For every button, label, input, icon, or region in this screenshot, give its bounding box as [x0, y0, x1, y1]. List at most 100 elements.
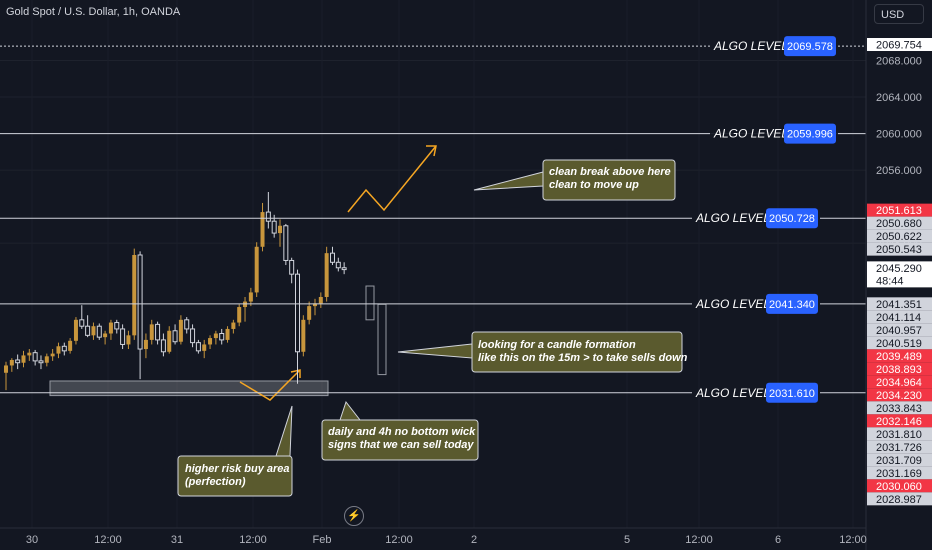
- candle-body: [324, 253, 329, 297]
- price-label-bg: [867, 261, 932, 288]
- candle-body: [103, 333, 108, 338]
- price-label-bg: [867, 388, 932, 402]
- candle-body: [295, 273, 300, 353]
- candle-body: [4, 365, 8, 373]
- price-label-bg: [867, 401, 932, 415]
- time-tick-label: 12:00: [239, 534, 267, 546]
- price-label: 2030.060: [876, 481, 922, 493]
- candle-body: [56, 346, 61, 354]
- drawings: [49, 145, 437, 401]
- algo-level-badge: [766, 293, 818, 314]
- price-label: 2033.843: [876, 403, 922, 415]
- price-label-bg: [867, 375, 932, 389]
- candle-body: [114, 322, 120, 330]
- algo-level-value: 2059.996: [787, 129, 833, 141]
- projected-candle: [377, 303, 387, 376]
- price-label: 2041.114: [876, 312, 921, 324]
- price-label-bg: [867, 323, 932, 337]
- price-label-bg: [867, 203, 932, 217]
- candle-body: [155, 323, 161, 341]
- price-label-bg: [867, 349, 932, 363]
- price-tick-label: 2056.000: [876, 165, 922, 177]
- candle-body: [289, 259, 295, 275]
- price-tick-label: 2064.000: [876, 92, 922, 104]
- price-label-bg: [867, 492, 932, 506]
- price-label: 2034.230: [876, 390, 922, 402]
- price-label-bg: [867, 440, 932, 454]
- candle-body: [260, 212, 265, 247]
- note-higher-risk: higher risk buy area (perfection): [185, 463, 290, 488]
- callout-candle-formation-tail: [397, 343, 473, 359]
- candles: [4, 191, 347, 391]
- candle-body: [208, 338, 213, 345]
- candle-body: [132, 254, 137, 336]
- algo-level-value: 2031.610: [769, 388, 815, 400]
- algo-level-label: ALGO LEVEL: [695, 297, 770, 311]
- price-label: 2050.622: [876, 231, 922, 243]
- price-label: 2031.709: [876, 455, 922, 467]
- candle-body: [96, 325, 102, 338]
- candle-body: [160, 339, 166, 353]
- callout-daily-4h: [321, 419, 479, 461]
- candle-body: [278, 225, 283, 234]
- candle-body: [91, 326, 96, 336]
- candle-body: [254, 246, 259, 293]
- price-label: 2032.146: [876, 416, 922, 428]
- note-candle-formation: looking for a candle formation like this…: [478, 339, 688, 364]
- price-label: 2051.613: [876, 205, 922, 217]
- candle-body: [32, 352, 38, 362]
- price-label: 2038.893: [876, 364, 922, 376]
- time-tick-label: 12:00: [94, 534, 122, 546]
- time-tick-label: 6: [775, 534, 781, 546]
- buy-arrow: [239, 369, 301, 401]
- candle-body: [172, 330, 178, 343]
- candle-body: [271, 220, 277, 234]
- candle-body: [15, 359, 21, 364]
- candle-body: [312, 303, 317, 307]
- candle-body: [202, 344, 207, 351]
- price-label-bg: [867, 242, 932, 256]
- candle-body: [149, 324, 154, 340]
- price-label-bg: [867, 414, 932, 428]
- candle-body: [341, 267, 347, 271]
- algo-level-value: 2041.340: [769, 299, 815, 311]
- candle-body: [283, 225, 289, 261]
- callout-daily-4h-tail: [339, 400, 362, 421]
- algo-level-badge: [784, 123, 836, 144]
- algo-level-label: ALGO LEVEL: [713, 127, 788, 141]
- price-label: 2028.987: [876, 494, 922, 506]
- price-label: 2034.964: [876, 377, 922, 389]
- price-label-bg: [867, 229, 932, 243]
- price-label: 2031.726: [876, 442, 922, 454]
- price-label-bg: [867, 453, 932, 467]
- buy-zone: [49, 380, 329, 397]
- time-tick-label: 30: [26, 534, 38, 546]
- algo-level-value: 2050.728: [769, 213, 815, 225]
- flash-icon[interactable]: ⚡: [344, 506, 364, 526]
- callout-higher-risk-tail: [275, 405, 293, 457]
- candle-body: [27, 352, 32, 356]
- algo-level-value: 2069.578: [787, 41, 833, 53]
- algo-level-badge: [766, 208, 818, 229]
- algo-level-badge: [766, 382, 818, 403]
- candle-body: [79, 319, 85, 327]
- price-label-bg: [867, 310, 932, 324]
- candle-body: [167, 330, 172, 352]
- price-label-bg: [867, 216, 932, 230]
- candle-body: [73, 319, 78, 341]
- time-axis: 30 12:00 31 12:00 Feb 12:00 2 5 12:00 6 12:00: [0, 527, 867, 546]
- candle-body: [231, 322, 236, 329]
- buy-arrow-head: [290, 369, 301, 378]
- time-tick-label: 2: [471, 534, 477, 546]
- countdown-label: 48:44: [876, 275, 904, 287]
- candle-body: [329, 252, 335, 263]
- price-label: 2039.489: [876, 351, 922, 363]
- algo-level-label: ALGO LEVEL: [713, 39, 788, 53]
- price-label: 2069.754: [876, 40, 922, 52]
- price-label-bg: [867, 479, 932, 493]
- candle-body: [265, 211, 271, 222]
- candle-body: [301, 319, 306, 352]
- currency-button[interactable]: USD: [874, 4, 924, 24]
- candle-body: [184, 319, 190, 330]
